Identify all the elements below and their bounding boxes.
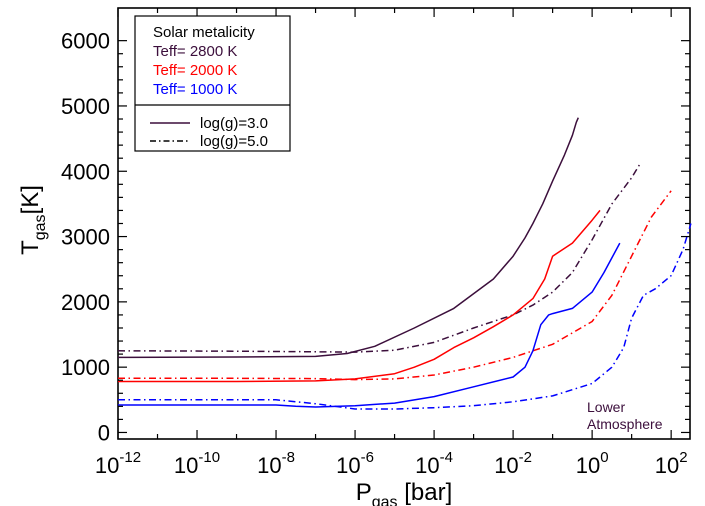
- y-tick-label: 1000: [61, 355, 110, 380]
- x-tick-label: 102: [655, 449, 688, 478]
- x-axis-label: Pgas [bar]: [356, 479, 453, 506]
- x-tick-label: 10-4: [415, 449, 453, 478]
- legend-teff-2000: Teff= 2000 K: [153, 62, 237, 79]
- series-line-teff-2800k-logg-3.0: [117, 117, 579, 359]
- y-tick-label: 2000: [61, 290, 110, 315]
- x-tick-label: 10-8: [257, 449, 295, 478]
- x-tick-label: 10-12: [95, 449, 141, 478]
- x-tick-label: 10-2: [494, 449, 532, 478]
- y-tick-label: 4000: [61, 159, 110, 184]
- series-line-teff-1000k-logg-5.0: [118, 223, 692, 410]
- legend: Solar metalicity Teff= 2800 K Teff= 2000…: [134, 15, 291, 152]
- axes-layer: 10-12 10-10 10-8 10-6 10-4 10-2 100 102 0 1000 200…: [61, 8, 690, 478]
- legend-logg-5: log(g)=5.0: [200, 133, 268, 150]
- legend-header: Solar metalicity: [153, 24, 255, 41]
- x-tick-label: 10-10: [174, 449, 220, 478]
- legend-teff-1000: Teff= 1000 K: [153, 81, 237, 98]
- y-tick-label: 0: [98, 420, 110, 445]
- x-tick-label: 10-6: [336, 449, 374, 478]
- x-tick-label: 100: [576, 449, 609, 478]
- y-tick-label: 6000: [61, 29, 110, 54]
- annotation-atmosphere: Atmosphere: [587, 416, 663, 432]
- y-axis-label: Tgas[K]: [17, 185, 49, 255]
- legend-logg-3: log(g)=3.0: [200, 115, 268, 132]
- y-tick-label: 5000: [61, 94, 110, 119]
- legend-teff-2800: Teff= 2800 K: [153, 43, 237, 60]
- legend-box: [134, 15, 291, 152]
- annotation-lower: Lower: [587, 399, 625, 415]
- series-line-teff-2000k-logg-5.0: [118, 190, 672, 381]
- y-tick-label: 3000: [61, 225, 110, 250]
- series-line-teff-1000k-logg-3.0: [118, 242, 621, 408]
- series-layer: [117, 117, 692, 410]
